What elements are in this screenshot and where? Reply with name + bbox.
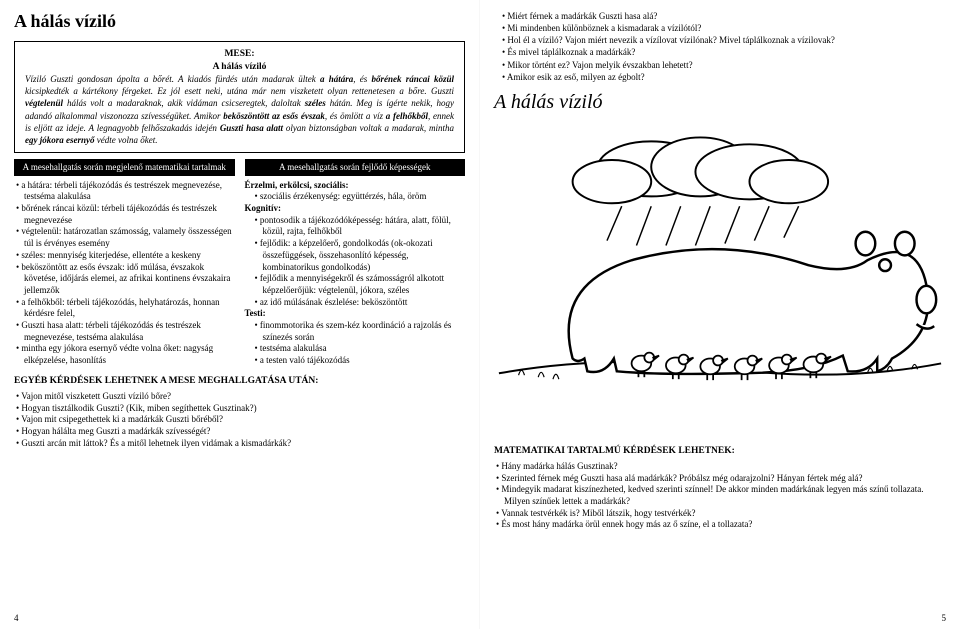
col2-item: az idő múlásának észlelése: beköszöntött [247, 297, 466, 309]
col2-item: pontosodik a tájékozódóképesség: hátára,… [247, 215, 466, 238]
right-question: Hol él a víziló? Vajon miért nevezik a v… [502, 34, 946, 46]
math-item: Szerinted férnek még Guszti hasa alá mad… [496, 473, 946, 485]
page-title: A hálás víziló [14, 10, 465, 33]
col1-item: Guszti hasa alatt: térbeli tájékozódás é… [16, 320, 235, 343]
right-question: Miért férnek a madárkák Guszti hasa alá? [502, 10, 946, 22]
col1-header: A mesehallgatás során megjelenő matemati… [14, 159, 235, 176]
egyeb-list: Vajon mitől viszketett Guszti víziló bőr… [14, 391, 465, 449]
egyeb-item: Vajon mit csipegethettek ki a madárkák G… [16, 414, 465, 426]
col2-group-heading: Testi: [245, 308, 466, 320]
right-question: Mi mindenben különböznek a kismadarak a … [502, 22, 946, 34]
col2-header: A mesehallgatás során fejlődő képességek [245, 159, 466, 176]
col2-content: Érzelmi, erkölcsi, szociális:szociális é… [245, 180, 466, 367]
egyeb-item: Vajon mitől viszketett Guszti víziló bőr… [16, 391, 465, 403]
page-number-right: 5 [942, 613, 947, 625]
col1-item: mintha egy jókora esernyő védte volna ők… [16, 343, 235, 366]
col1-item: széles: mennyiség kiterjedése, ellentéte… [16, 250, 235, 262]
col1-item: a hátára: térbeli tájékozódás és testrés… [16, 180, 235, 203]
right-question: Mikor történt ez? Vajon melyik évszakban… [502, 59, 946, 71]
col1-item: bőrének ráncai közül: térbeli tájékozódá… [16, 203, 235, 226]
math-item: Hány madárka hálás Gusztinak? [496, 461, 946, 473]
egyeb-item: Hogyan hálálta meg Guszti a madárkák szí… [16, 426, 465, 438]
col2-item: testséma alakulása [247, 343, 466, 355]
math-item: Mindegyik madarat kiszínezheted, kedved … [496, 484, 946, 507]
egyeb-item: Guszti arcán mit láttok? És a mitől lehe… [16, 438, 465, 450]
right-page: Miért férnek a madárkák Guszti hasa alá?… [480, 0, 960, 629]
math-list: Hány madárka hálás Gusztinak?Szerinted f… [494, 461, 946, 531]
col2-item: a testen való tájékozódás [247, 355, 466, 367]
col-math: A mesehallgatás során megjelenő matemati… [14, 159, 235, 367]
mese-box: MESE: A hálás víziló Víziló Guszti gondo… [14, 41, 465, 153]
left-page: A hálás víziló MESE: A hálás víziló Vízi… [0, 0, 480, 629]
col-skills: A mesehallgatás során fejlődő képességek… [245, 159, 466, 367]
right-title: A hálás víziló [494, 89, 946, 115]
math-item: Vannak testvérkék is? Miből látszik, hog… [496, 508, 946, 520]
mese-heading-1: MESE: [25, 48, 454, 60]
col2-group-heading: Érzelmi, erkölcsi, szociális: [245, 180, 466, 192]
col1-item: végtelenül: határozatlan számosság, vala… [16, 226, 235, 249]
mese-body: Víziló Guszti gondosan ápolta a bőrét. A… [25, 73, 454, 146]
col1-item: a felhőkből: térbeli tájékozódás, helyha… [16, 297, 235, 320]
col1-item: beköszöntött az esős évszak: idő múlása,… [16, 262, 235, 297]
col2-group-heading: Kognitív: [245, 203, 466, 215]
math-item: És most hány madárka örül ennek hogy más… [496, 519, 946, 531]
right-top-questions: Miért férnek a madárkák Guszti hasa alá?… [494, 10, 946, 83]
page-number-left: 4 [14, 613, 19, 625]
hippo-illustration [494, 125, 946, 425]
col2-item: fejlődik a mennyiségekről és számosságró… [247, 273, 466, 296]
egyeb-heading: EGYÉB KÉRDÉSEK LEHETNEK A MESE MEGHALLGA… [14, 375, 465, 387]
col2-item: finommotorika és szem-kéz koordináció a … [247, 320, 466, 343]
math-heading: MATEMATIKAI TARTALMÚ KÉRDÉSEK LEHETNEK: [494, 445, 946, 457]
right-question: Amikor esik az eső, milyen az égbolt? [502, 71, 946, 83]
mese-heading-2: A hálás víziló [25, 61, 454, 73]
col2-item: szociális érzékenység: együttérzés, hála… [247, 191, 466, 203]
egyeb-item: Hogyan tisztálkodik Guszti? (Kik, miben … [16, 403, 465, 415]
col1-list: a hátára: térbeli tájékozódás és testrés… [14, 180, 235, 367]
two-column-block: A mesehallgatás során megjelenő matemati… [14, 159, 465, 367]
col2-item: fejlődik: a képzelőerő, gondolkodás (ok-… [247, 238, 466, 273]
right-question: És mivel táplálkoznak a madárkák? [502, 46, 946, 58]
